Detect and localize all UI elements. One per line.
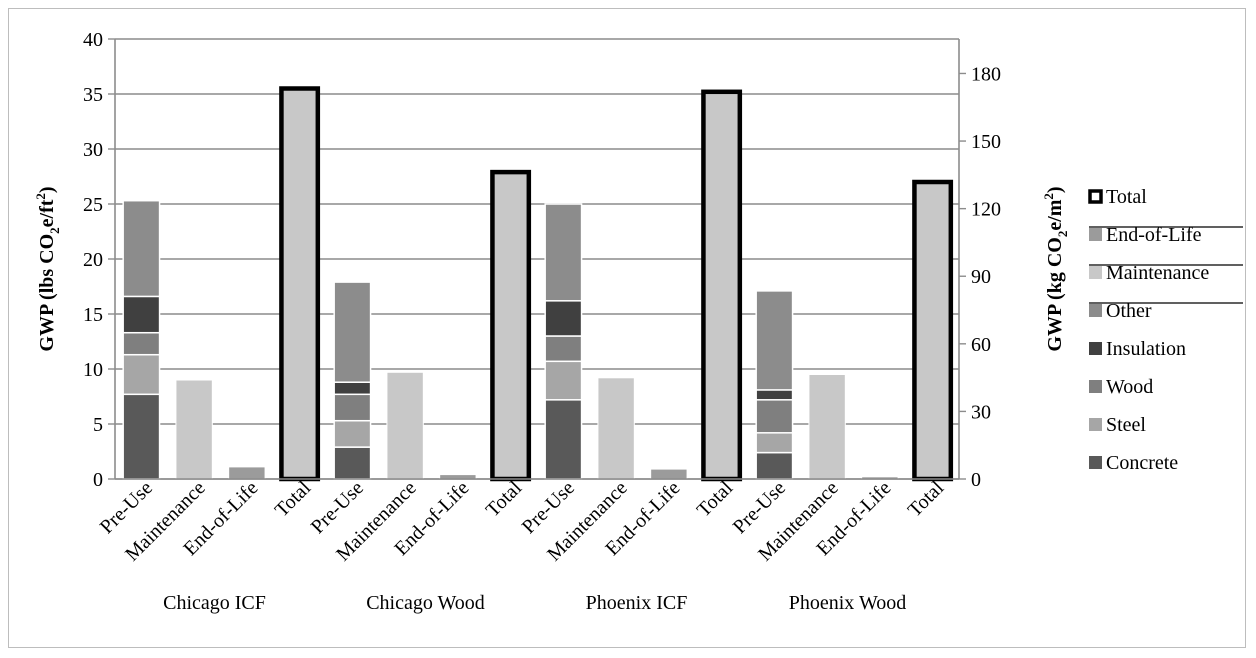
bar-preuse-other xyxy=(544,203,583,302)
legend-label-wood: Wood xyxy=(1106,376,1153,398)
bar-preuse-concrete xyxy=(755,451,794,480)
legend-label-eol: End-of-Life xyxy=(1106,224,1202,246)
group-label: Phoenix Wood xyxy=(789,592,906,614)
y-axis-title-left: GWP (lbs CO2e/ft2) xyxy=(33,186,62,351)
group-label: Phoenix ICF xyxy=(586,592,688,614)
legend-label-steel: Steel xyxy=(1106,414,1146,436)
legend-label-total: Total xyxy=(1106,186,1147,208)
legend-swatch-total xyxy=(1088,189,1103,204)
bar-preuse-other xyxy=(122,199,161,298)
left-tick-label: 20 xyxy=(83,249,103,271)
legend-swatch-concrete xyxy=(1089,456,1102,469)
legend-swatch-insulation xyxy=(1089,342,1102,355)
legend-label-concrete: Concrete xyxy=(1106,452,1178,474)
left-tick-label: 0 xyxy=(93,469,103,491)
y-axis-title-right: GWP (kg CO2e/m2) xyxy=(1041,186,1070,351)
legend-label-other: Other xyxy=(1106,300,1152,322)
right-tick-label: 120 xyxy=(971,199,1001,221)
right-tick-label: 30 xyxy=(971,401,991,423)
bar-preuse-steel xyxy=(544,360,583,401)
bar-preuse-concrete xyxy=(333,446,372,480)
bar-preuse-insulation xyxy=(122,295,161,334)
category-label: Total xyxy=(693,477,738,522)
left-tick-label: 30 xyxy=(83,139,103,161)
bar-total xyxy=(279,86,321,482)
category-label: Total xyxy=(271,477,316,522)
bar-preuse-steel xyxy=(755,432,794,454)
category-label: Total xyxy=(482,477,527,522)
bar-maintenance xyxy=(597,377,635,480)
right-tick-label: 0 xyxy=(971,469,981,491)
bar-preuse-steel xyxy=(333,419,372,448)
bar-preuse-wood xyxy=(544,335,583,363)
legend-label-insulation: Insulation xyxy=(1106,338,1186,360)
bar-preuse-wood xyxy=(755,399,794,434)
left-tick-label: 15 xyxy=(83,304,103,326)
bar-preuse-insulation xyxy=(755,389,794,401)
right-tick-label: 90 xyxy=(971,266,991,288)
category-label: Total xyxy=(904,477,949,522)
bar-maintenance xyxy=(386,371,424,480)
bar-maintenance xyxy=(808,374,846,480)
group-label: Chicago Wood xyxy=(366,592,485,614)
bar-preuse-wood xyxy=(333,393,372,422)
bar-preuse-concrete xyxy=(122,393,161,480)
chart-frame: 0 5 10 15 20 25 30 35 40 0 30 60 90 120 150 180 Pre-Use M… xyxy=(8,8,1246,648)
legend-swatch-wood xyxy=(1089,380,1102,393)
legend-swatch-steel xyxy=(1089,418,1102,431)
bar-preuse-steel xyxy=(122,353,161,396)
left-tick-label: 10 xyxy=(83,359,103,381)
chart-svg: 05101520253035400306090120150180Pre-UseM… xyxy=(33,29,1243,614)
bar-preuse-other xyxy=(755,290,794,391)
bar-total xyxy=(490,169,532,482)
bar-preuse-wood xyxy=(122,331,161,356)
legend-swatch-maint xyxy=(1089,266,1102,279)
bar-preuse-insulation xyxy=(544,300,583,337)
legend-label-maint: Maintenance xyxy=(1106,262,1209,284)
right-tick-label: 60 xyxy=(971,334,991,356)
bar-preuse-other xyxy=(333,281,372,383)
legend-swatch-eol xyxy=(1089,228,1102,241)
bar-total xyxy=(701,89,743,482)
right-tick-label: 150 xyxy=(971,131,1001,153)
left-tick-label: 35 xyxy=(83,84,103,106)
bar-preuse-insulation xyxy=(333,381,372,396)
left-tick-label: 5 xyxy=(93,414,103,436)
bar-preuse-concrete xyxy=(544,399,583,480)
bar-maintenance xyxy=(175,379,213,480)
bar-total xyxy=(912,179,954,482)
right-tick-label: 180 xyxy=(971,63,1001,85)
left-tick-label: 40 xyxy=(83,29,103,51)
group-label: Chicago ICF xyxy=(163,592,266,614)
left-tick-label: 25 xyxy=(83,194,103,216)
legend-swatch-other xyxy=(1089,304,1102,317)
